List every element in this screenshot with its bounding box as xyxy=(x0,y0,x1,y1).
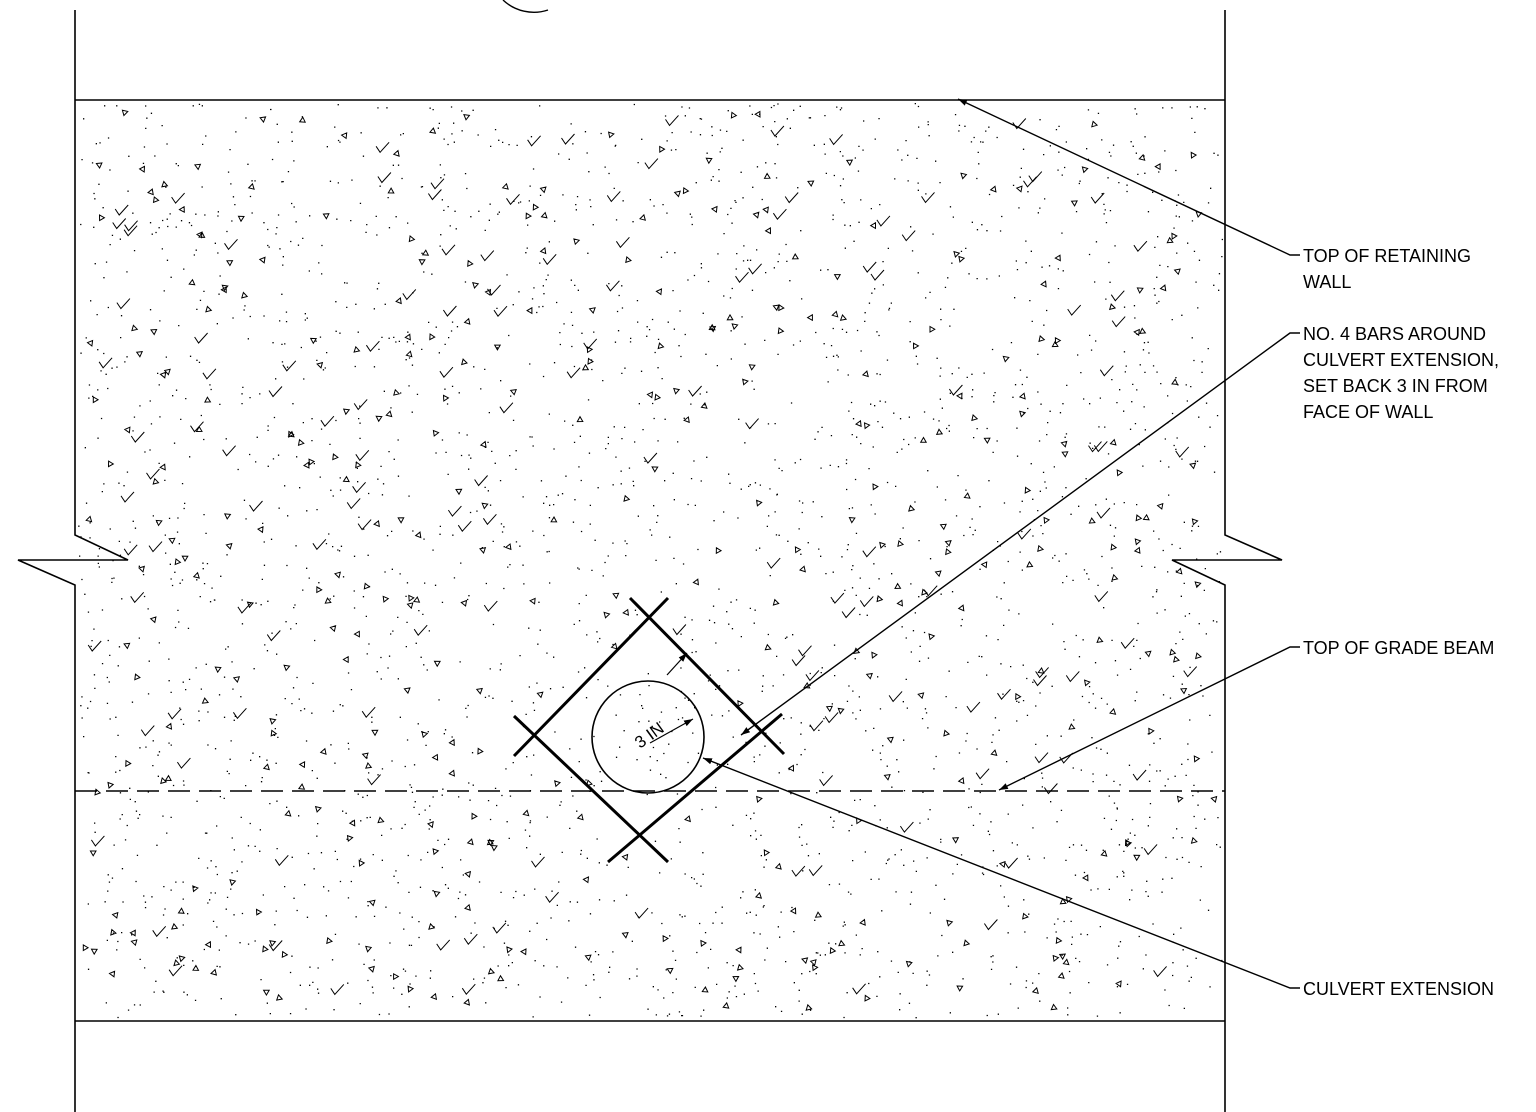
bar-lower-left xyxy=(512,714,670,864)
callout-bars: NO. 4 BARS AROUND CULVERT EXTENSION, SET… xyxy=(1303,324,1504,422)
setback-dimension: 3 IN xyxy=(631,652,694,753)
bar-upper-right xyxy=(628,596,786,756)
callout-top-of-wall: TOP OF RETAINING WALL xyxy=(1303,246,1476,292)
callout-culvert: CULVERT EXTENSION xyxy=(1303,979,1494,999)
leader-top-of-wall xyxy=(957,98,1300,256)
setback-dimension-text: 3 IN xyxy=(631,719,667,753)
callout-grade-beam: TOP OF GRADE BEAM xyxy=(1303,638,1494,658)
concrete-hatch-pattern xyxy=(78,102,1223,1019)
bar-upper-left xyxy=(512,596,670,758)
right-wall-edge xyxy=(1171,10,1283,1112)
wall-outline xyxy=(17,0,1283,1112)
dimension-arrow-in xyxy=(666,652,688,676)
title-bubble-arc xyxy=(502,0,549,13)
culvert-pipe-circle xyxy=(591,680,705,794)
dimension-arrow-out xyxy=(649,718,694,744)
leader-grade-beam xyxy=(998,646,1300,791)
leader-lines xyxy=(702,98,1300,989)
callout-labels: TOP OF RETAINING WALL NO. 4 BARS AROUND … xyxy=(1303,246,1504,999)
leader-culvert xyxy=(702,757,1300,989)
leader-bars xyxy=(740,332,1300,736)
reinforcing-bars xyxy=(512,596,786,864)
left-wall-edge xyxy=(17,10,129,1112)
bar-lower-right xyxy=(607,712,783,864)
